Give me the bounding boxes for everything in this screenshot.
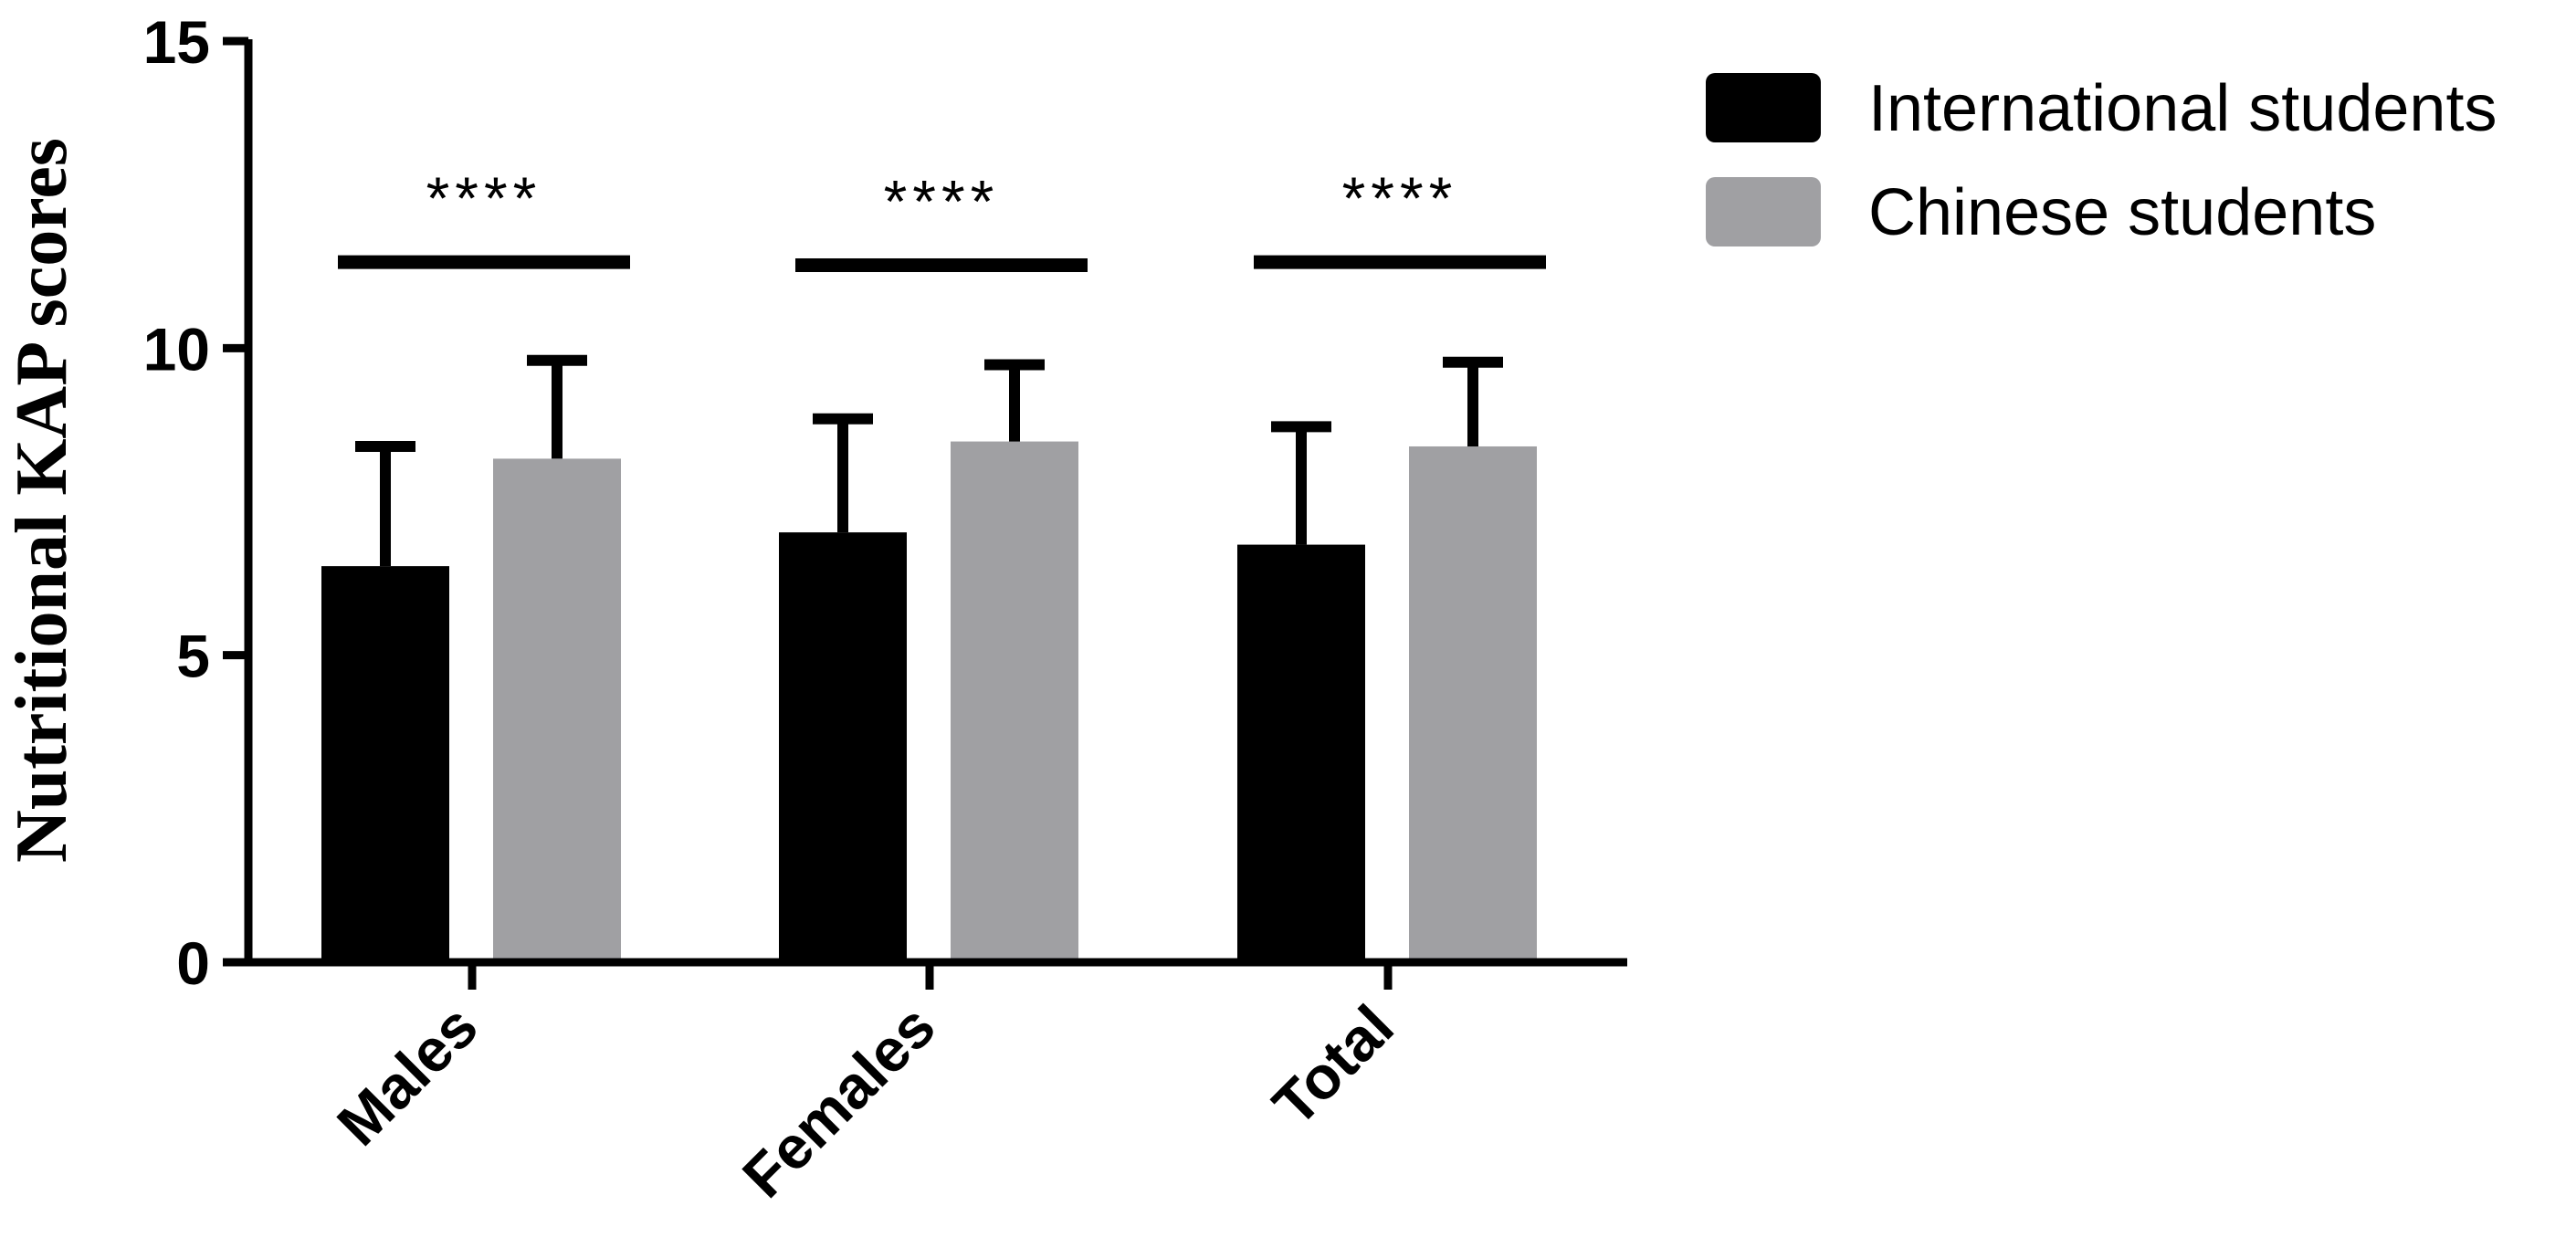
significance-label-0: ****	[426, 164, 542, 232]
plot-area: **** **** **** 0 5 10 15 Males Females Total	[143, 8, 1627, 1211]
significance-label-2: ****	[1342, 164, 1458, 232]
category-label-1: Females	[730, 992, 948, 1211]
y-tick-label-5: 5	[176, 623, 210, 690]
y-axis-label: Nutritional KAP scores	[2, 138, 82, 863]
y-tick-label-0: 0	[176, 929, 210, 997]
bar-1-0	[493, 458, 621, 962]
y-tick-label-10: 10	[143, 315, 210, 383]
bar-1-2	[1409, 446, 1537, 963]
bar-0-1	[779, 532, 907, 962]
legend-label-1: Chinese students	[1868, 176, 2376, 249]
legend-label-0: International students	[1868, 72, 2497, 145]
bar-0-0	[321, 566, 449, 962]
bar-1-1	[951, 441, 1078, 962]
category-label-2: Total	[1260, 992, 1406, 1138]
significance-label-1: ****	[884, 168, 1000, 236]
legend: International students Chinese students	[1706, 72, 2497, 249]
bar-0-2	[1237, 544, 1365, 962]
legend-swatch-0	[1706, 73, 1821, 142]
y-tick-label-15: 15	[143, 8, 210, 76]
legend-swatch-1	[1706, 177, 1821, 246]
category-label-0: Males	[324, 992, 490, 1159]
